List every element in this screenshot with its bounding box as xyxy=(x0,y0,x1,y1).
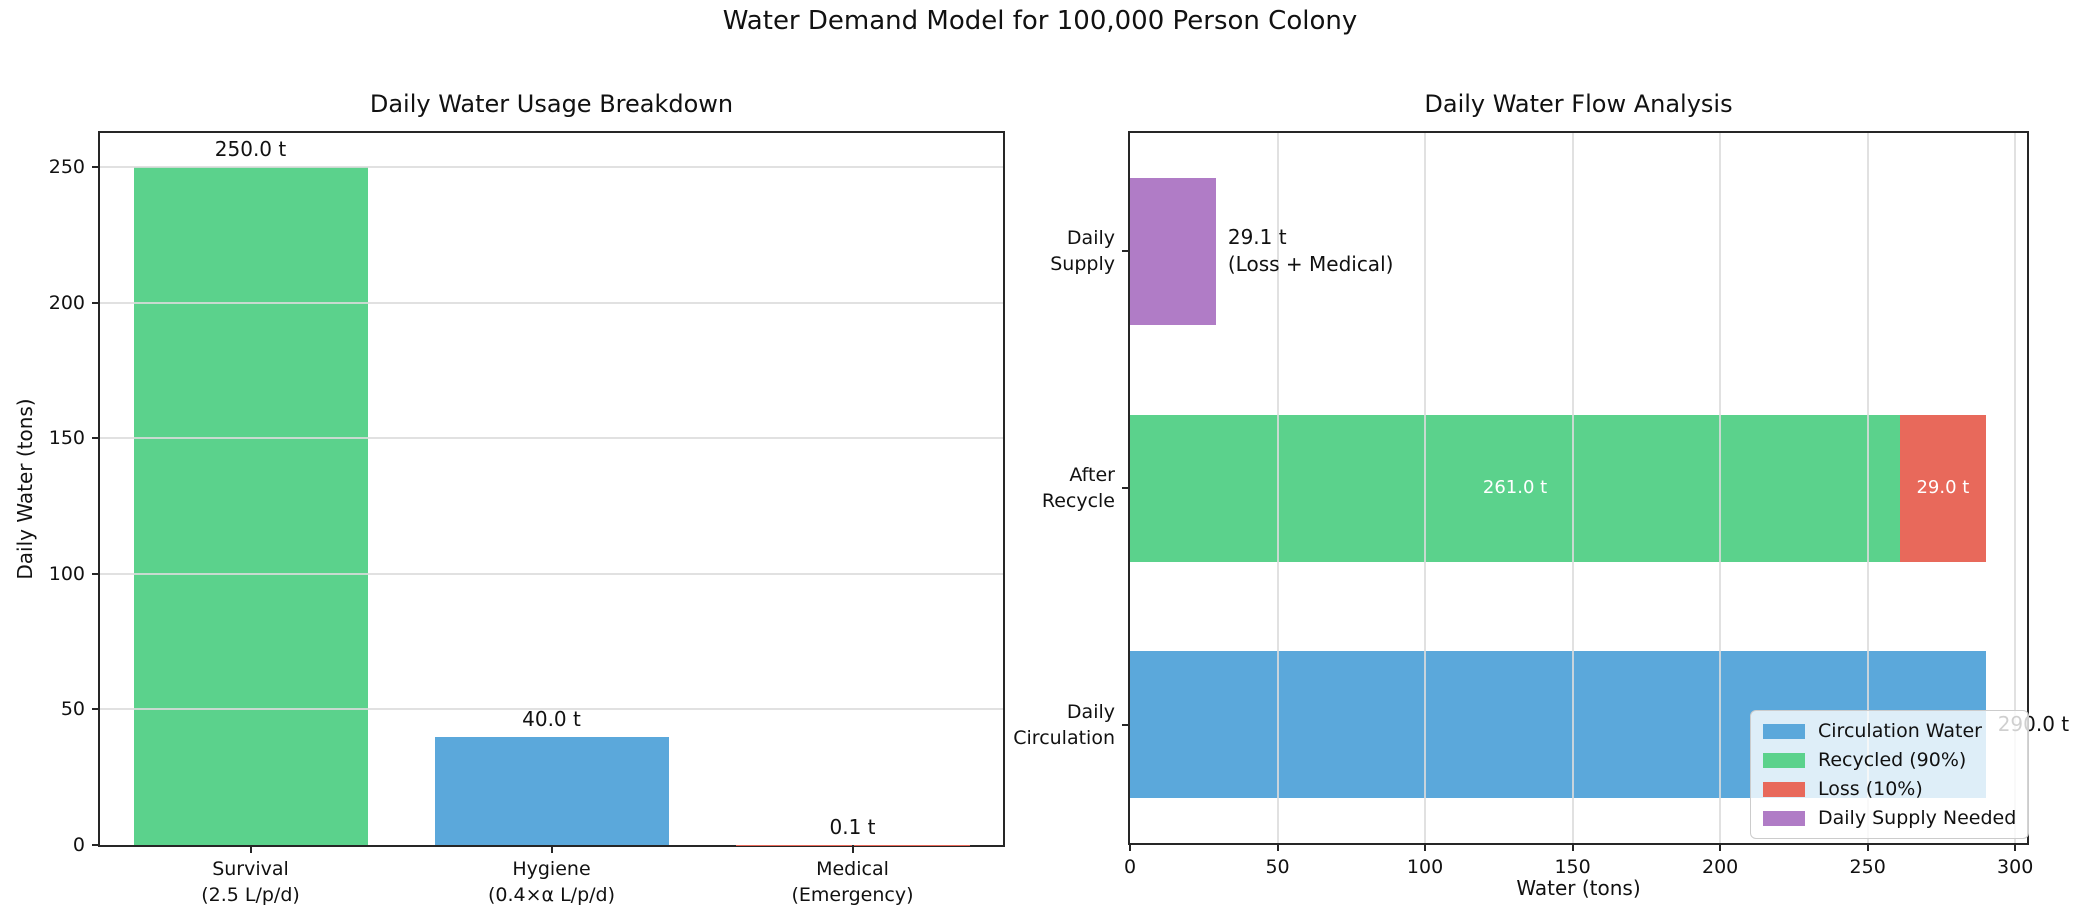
gridline-vertical xyxy=(1571,133,1574,843)
y-tick-label: After Recycle xyxy=(1041,464,1115,512)
legend-entry: Daily Supply Needed xyxy=(1763,807,2016,829)
y-tick-mark xyxy=(92,301,100,304)
y-tick-label: 250 xyxy=(48,155,85,178)
y-tick-label: 50 xyxy=(60,698,85,721)
x-tick-mark xyxy=(1719,843,1722,851)
x-tick-label: 100 xyxy=(1406,856,1444,878)
left-chart-title: Daily Water Usage Breakdown xyxy=(369,90,734,118)
x-tick-label: 150 xyxy=(1554,856,1591,878)
segment-value-label: 29.0 t xyxy=(1916,477,1970,498)
x-tick-label: Medical (Emergency) xyxy=(791,858,914,906)
x-tick-mark xyxy=(2014,843,2017,851)
flow-bar-segment xyxy=(1900,414,1986,562)
x-tick-label: 0 xyxy=(1123,856,1137,878)
x-tick-label: 200 xyxy=(1701,856,1739,878)
y-tick-mark xyxy=(92,165,100,168)
flow-bar-segment xyxy=(1130,177,1216,325)
gridline-horizontal xyxy=(100,708,1003,711)
gridline-vertical xyxy=(1866,133,1869,843)
gridline-vertical xyxy=(1276,133,1279,843)
right-x-axis-label: Water (tons) xyxy=(1516,876,1641,900)
bar-annotation: 29.1 t (Loss + Medical) xyxy=(1227,225,1394,277)
y-tick-label: Daily Supply xyxy=(1050,227,1115,276)
segment-value-label: 261.0 t xyxy=(1482,477,1548,498)
gridline-horizontal xyxy=(100,301,1003,304)
x-tick-mark xyxy=(851,845,854,853)
legend-label: Daily Supply Needed xyxy=(1818,807,2017,829)
usage-bar xyxy=(133,166,368,845)
legend-swatch xyxy=(1763,723,1805,739)
legend-swatch xyxy=(1763,781,1805,797)
x-tick-label: 50 xyxy=(1265,856,1290,878)
bar-value-label: 250.0 t xyxy=(214,136,287,161)
y-tick-mark xyxy=(92,708,100,711)
bar-value-label: 0.1 t xyxy=(829,814,876,839)
y-tick-label: 200 xyxy=(48,291,85,314)
gridline-vertical xyxy=(2014,133,2017,843)
y-tick-label: 0 xyxy=(72,834,85,856)
x-tick-mark xyxy=(1129,843,1131,851)
legend-entry: Circulation Water xyxy=(1763,720,2016,742)
x-tick-label: 250 xyxy=(1849,856,1886,878)
x-tick-mark xyxy=(1866,843,1869,851)
gridline-horizontal xyxy=(100,572,1003,575)
y-tick-label: 150 xyxy=(48,427,85,450)
flow-bar-segment xyxy=(1130,414,1901,562)
legend-label: Recycled (90%) xyxy=(1818,749,1967,771)
legend: Circulation Water Recycled (90%) Loss (10%… xyxy=(1750,710,2030,839)
right-chart-title: Daily Water Flow Analysis xyxy=(1424,90,1733,118)
legend-entry: Recycled (90%) xyxy=(1763,749,2016,771)
x-tick-mark xyxy=(550,845,553,853)
y-tick-mark xyxy=(1122,723,1130,726)
legend-swatch xyxy=(1763,810,1805,826)
y-tick-mark xyxy=(92,572,100,575)
y-tick-mark xyxy=(92,437,100,440)
x-tick-label: Survival (2.5 L/p/d) xyxy=(201,858,300,906)
legend-label: Loss (10%) xyxy=(1818,778,1923,800)
gridline-vertical xyxy=(1719,133,1722,843)
x-tick-mark xyxy=(1276,843,1279,851)
y-tick-mark xyxy=(1122,250,1130,253)
gridline-vertical xyxy=(1424,133,1427,843)
bar-value-label: 40.0 t xyxy=(522,706,581,731)
legend-entry: Loss (10%) xyxy=(1763,778,2016,800)
y-tick-mark xyxy=(92,844,100,846)
x-tick-mark xyxy=(1424,843,1427,851)
x-tick-label: 300 xyxy=(1997,856,2034,878)
x-tick-label: Hygiene (0.4×α L/p/d) xyxy=(487,858,616,906)
y-tick-label: 100 xyxy=(48,562,85,585)
legend-label: Circulation Water xyxy=(1818,720,1982,742)
x-tick-mark xyxy=(249,845,252,853)
y-tick-label: Daily Circulation xyxy=(1013,700,1115,749)
y-tick-mark xyxy=(1122,487,1130,489)
legend-swatch xyxy=(1763,752,1805,768)
gridline-horizontal xyxy=(100,437,1003,440)
usage-bar xyxy=(735,844,970,845)
usage-bar xyxy=(434,736,669,845)
x-tick-mark xyxy=(1571,843,1574,851)
figure-title: Water Demand Model for 100,000 Person Co… xyxy=(722,6,1358,36)
gridline-horizontal xyxy=(100,165,1003,168)
